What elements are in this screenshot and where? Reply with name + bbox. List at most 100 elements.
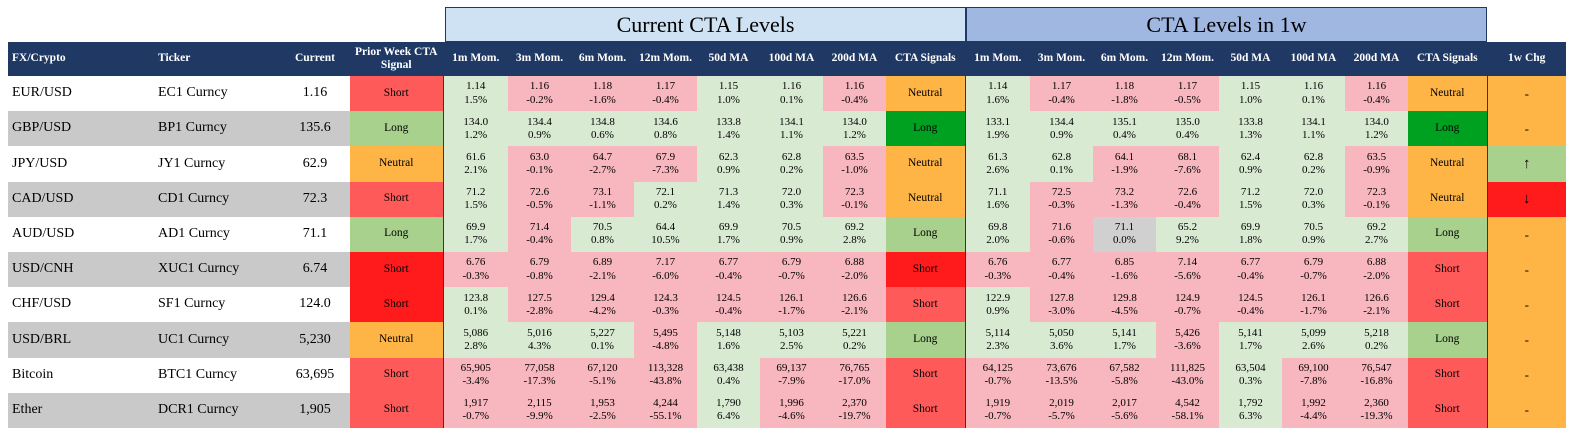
level-distance: -43.8% xyxy=(649,375,682,388)
level-value: 5,495 xyxy=(653,326,678,339)
column-header: 100d MA xyxy=(760,42,823,76)
table-row: Bitcoin BTC1 Curncy 63,695 Short 65,905 -3.4%… xyxy=(8,357,1566,393)
level-value: 69,137 xyxy=(776,361,807,374)
level-distance: 1.7% xyxy=(717,234,740,247)
cta-signal-1w: Neutral xyxy=(1408,181,1487,217)
level-distance: -0.5% xyxy=(526,199,553,212)
level-distance: -5.6% xyxy=(1111,410,1138,423)
level-distance: -0.4% xyxy=(652,93,679,106)
cta-signal-current: Short xyxy=(886,357,965,393)
level-distance: -2.5% xyxy=(589,410,616,423)
level-distance: -0.2% xyxy=(526,93,553,106)
level-value: 61.6 xyxy=(466,150,486,163)
level-value: 5,148 xyxy=(716,326,741,339)
level-value: 6.79 xyxy=(1303,256,1324,269)
level-distance: -17.3% xyxy=(523,375,556,388)
level-cell: 62.8 0.2% xyxy=(760,146,823,182)
level-distance: 3.6% xyxy=(1050,339,1073,352)
current-level: 124.0 xyxy=(280,287,350,323)
level-cell: 133.8 1.4% xyxy=(697,111,760,147)
level-value: 1.15 xyxy=(718,80,739,93)
pair-name: AUD/USD xyxy=(8,216,154,252)
level-distance: -0.7% xyxy=(984,410,1012,423)
column-header: FX/Crypto xyxy=(8,42,154,76)
level-distance: -0.7% xyxy=(1174,304,1201,317)
level-distance: 1.0% xyxy=(717,93,740,106)
level-cell: 133.8 1.3% xyxy=(1219,111,1282,147)
level-distance: -0.8% xyxy=(526,269,553,282)
level-cell: 1,917 -0.7% xyxy=(442,392,508,428)
level-value: 134.6 xyxy=(653,115,678,128)
level-value: 124.9 xyxy=(1175,291,1200,304)
level-value: 62.3 xyxy=(718,150,739,163)
level-cell: 6.77 -0.4% xyxy=(1030,251,1093,288)
column-header: 6m Mom. xyxy=(571,42,634,76)
level-value: 64.7 xyxy=(592,150,613,163)
level-value: 71.4 xyxy=(529,221,550,234)
cta-signal-current: Neutral xyxy=(886,181,965,217)
level-cell: 111,825 -43.0% xyxy=(1156,357,1219,393)
level-value: 134.0 xyxy=(463,115,489,128)
table-body: EUR/USD EC1 Curncy 1.16 Short 1.14 1.5% 1.16 -0… xyxy=(8,76,1566,428)
level-distance: -0.9% xyxy=(1363,163,1390,176)
level-value: 5,086 xyxy=(463,326,489,339)
level-distance: -16.8% xyxy=(1360,375,1393,388)
level-distance: -2.1% xyxy=(589,269,616,282)
level-cell: 134.6 0.8% xyxy=(634,111,697,147)
level-cell: 6.89 -2.1% xyxy=(571,251,634,288)
level-value: 71.3 xyxy=(718,185,739,198)
level-value: 133.8 xyxy=(716,115,741,128)
level-cell: 134.1 1.1% xyxy=(760,111,823,147)
level-value: 124.5 xyxy=(1238,291,1263,304)
current-level: 1,905 xyxy=(280,392,350,428)
level-distance: -3.0% xyxy=(1048,304,1075,317)
one-week-change: ↑ xyxy=(1486,146,1566,182)
level-cell: 70.5 0.9% xyxy=(760,216,823,252)
level-distance: 6.4% xyxy=(717,410,740,423)
level-cell: 5,141 1.7% xyxy=(1219,322,1282,358)
level-cell: 71.3 1.4% xyxy=(697,181,760,217)
level-distance: -4.2% xyxy=(589,304,616,317)
level-distance: 0.9% xyxy=(1239,163,1262,176)
cta-signal-1w: Neutral xyxy=(1408,76,1487,112)
level-value: 64,125 xyxy=(982,361,1013,374)
level-value: 62.4 xyxy=(1240,150,1261,163)
level-cell: 5,114 2.3% xyxy=(964,322,1030,358)
level-cell: 6.77 -0.4% xyxy=(697,251,760,288)
ticker: SF1 Curncy xyxy=(154,287,280,323)
level-distance: -0.4% xyxy=(715,269,742,282)
level-distance: -5.1% xyxy=(589,375,616,388)
level-value: 2,019 xyxy=(1049,397,1074,410)
level-cell: 134.1 1.1% xyxy=(1282,111,1345,147)
level-distance: -2.1% xyxy=(841,304,868,317)
level-cell: 69.2 2.7% xyxy=(1345,216,1408,252)
level-cell: 69.9 1.7% xyxy=(697,216,760,252)
level-distance: 4.3% xyxy=(528,339,551,352)
level-cell: 129.4 -4.2% xyxy=(571,287,634,323)
level-distance: 0.3% xyxy=(1302,199,1325,212)
level-distance: -1.6% xyxy=(1111,269,1138,282)
level-value: 124.5 xyxy=(716,291,741,304)
level-distance: -3.4% xyxy=(462,375,490,388)
ticker: JY1 Curncy xyxy=(154,146,280,182)
pair-name: CAD/USD xyxy=(8,181,154,217)
level-distance: 1.2% xyxy=(464,128,488,141)
level-cell: 123.8 0.1% xyxy=(442,287,508,323)
level-cell: 73.2 -1.3% xyxy=(1093,181,1156,217)
level-cell: 5,218 0.2% xyxy=(1345,322,1408,358)
level-cell: 64.4 10.5% xyxy=(634,216,697,252)
level-cell: 63.0 -0.1% xyxy=(508,146,571,182)
level-cell: 69.9 1.8% xyxy=(1219,216,1282,252)
level-distance: 0.8% xyxy=(654,128,677,141)
level-distance: 1.7% xyxy=(1239,339,1262,352)
level-distance: 1.2% xyxy=(1365,128,1388,141)
level-value: 69.2 xyxy=(844,221,865,234)
level-distance: -9.9% xyxy=(526,410,553,423)
table-row: EUR/USD EC1 Curncy 1.16 Short 1.14 1.5% 1.16 -0… xyxy=(8,76,1566,112)
level-cell: 72.5 -0.3% xyxy=(1030,181,1093,217)
level-value: 5,227 xyxy=(590,326,615,339)
level-cell: 69.2 2.8% xyxy=(823,216,886,252)
level-cell: 134.4 0.9% xyxy=(508,111,571,147)
level-cell: 72.6 -0.5% xyxy=(508,181,571,217)
level-cell: 127.8 -3.0% xyxy=(1030,287,1093,323)
